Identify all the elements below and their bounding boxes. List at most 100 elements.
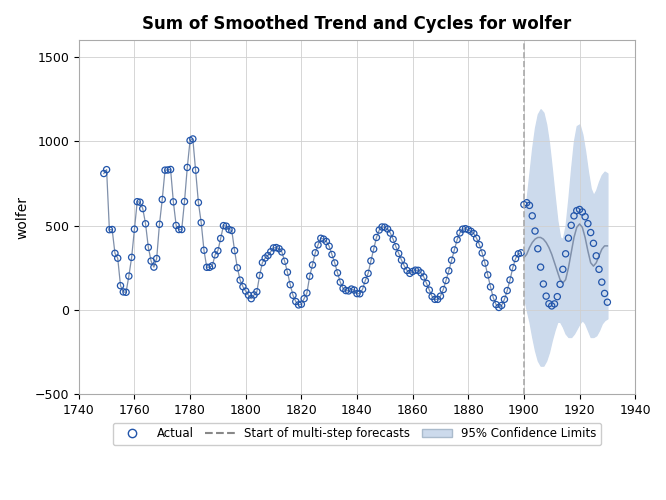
Point xyxy=(404,270,415,278)
Point xyxy=(599,290,610,298)
Point xyxy=(257,258,268,266)
Point xyxy=(282,268,293,276)
Point xyxy=(549,300,560,308)
Point xyxy=(557,266,568,274)
Point xyxy=(285,280,296,288)
Point xyxy=(515,249,526,257)
Point xyxy=(488,294,499,302)
Point xyxy=(555,280,565,288)
Point xyxy=(221,222,232,230)
Point xyxy=(321,238,332,246)
Point xyxy=(196,218,206,226)
Point xyxy=(340,286,351,294)
Point xyxy=(293,301,304,309)
Point xyxy=(543,300,554,308)
Point xyxy=(574,206,585,214)
Point xyxy=(268,244,279,252)
Point xyxy=(107,226,117,234)
Point xyxy=(160,166,170,174)
Point xyxy=(427,292,438,300)
Point xyxy=(201,264,212,272)
Point xyxy=(496,302,507,310)
Point xyxy=(524,202,535,209)
Point xyxy=(435,292,446,300)
Point xyxy=(296,300,306,308)
Point xyxy=(352,290,362,298)
Point xyxy=(394,250,404,258)
Point xyxy=(424,286,435,294)
Point xyxy=(566,222,577,230)
Point xyxy=(371,234,382,241)
Point xyxy=(127,254,137,262)
Point xyxy=(243,291,254,299)
Point xyxy=(505,276,515,284)
Point xyxy=(232,264,242,272)
Point xyxy=(313,241,324,249)
Point xyxy=(129,225,140,233)
Point xyxy=(151,254,162,262)
Point xyxy=(132,198,143,205)
Point xyxy=(438,286,449,294)
Point xyxy=(349,286,360,294)
Point xyxy=(212,247,223,255)
Point xyxy=(254,272,265,280)
Point xyxy=(248,291,259,299)
Point xyxy=(583,220,593,228)
Point xyxy=(463,226,474,234)
Point xyxy=(477,249,488,257)
Point xyxy=(271,244,282,252)
Point xyxy=(137,204,148,212)
Point xyxy=(455,229,466,237)
Point xyxy=(318,235,329,243)
Y-axis label: wolfer: wolfer xyxy=(15,196,29,238)
Point xyxy=(577,208,587,216)
Point xyxy=(115,282,126,290)
Point xyxy=(346,285,357,293)
Point xyxy=(184,136,195,144)
Point xyxy=(279,257,290,265)
Point xyxy=(408,268,418,276)
Point xyxy=(560,250,571,258)
Point xyxy=(441,276,452,284)
Point xyxy=(552,292,563,300)
Point xyxy=(519,200,529,208)
Point xyxy=(182,164,192,172)
Point xyxy=(491,300,501,308)
Point xyxy=(304,272,315,280)
Point xyxy=(146,257,157,265)
Point xyxy=(593,266,604,274)
Point xyxy=(238,282,248,290)
Point xyxy=(571,206,582,214)
Point xyxy=(510,254,521,262)
Point xyxy=(446,256,457,264)
Point xyxy=(229,246,240,254)
Point xyxy=(335,278,346,286)
Point xyxy=(580,212,591,220)
Point xyxy=(363,270,374,278)
Point xyxy=(101,166,112,173)
Point xyxy=(310,249,320,257)
Point xyxy=(193,198,204,206)
Point xyxy=(299,294,310,302)
Point xyxy=(418,273,429,281)
Point xyxy=(385,229,396,237)
Point xyxy=(432,296,443,304)
Title: Sum of Smoothed Trend and Cycles for wolfer: Sum of Smoothed Trend and Cycles for wol… xyxy=(143,15,571,33)
Point xyxy=(207,262,218,270)
Point xyxy=(330,259,340,267)
Point xyxy=(494,304,504,312)
Point xyxy=(316,234,326,242)
Point xyxy=(458,225,468,233)
Point xyxy=(502,286,513,294)
Point xyxy=(480,259,490,267)
Point xyxy=(110,250,121,258)
Point xyxy=(246,294,256,302)
Point xyxy=(226,226,237,234)
Point xyxy=(444,267,454,275)
Point xyxy=(452,236,462,244)
Point xyxy=(176,226,187,234)
Point xyxy=(449,246,460,254)
Point xyxy=(535,263,546,271)
Point xyxy=(396,256,407,264)
Point xyxy=(338,284,348,292)
